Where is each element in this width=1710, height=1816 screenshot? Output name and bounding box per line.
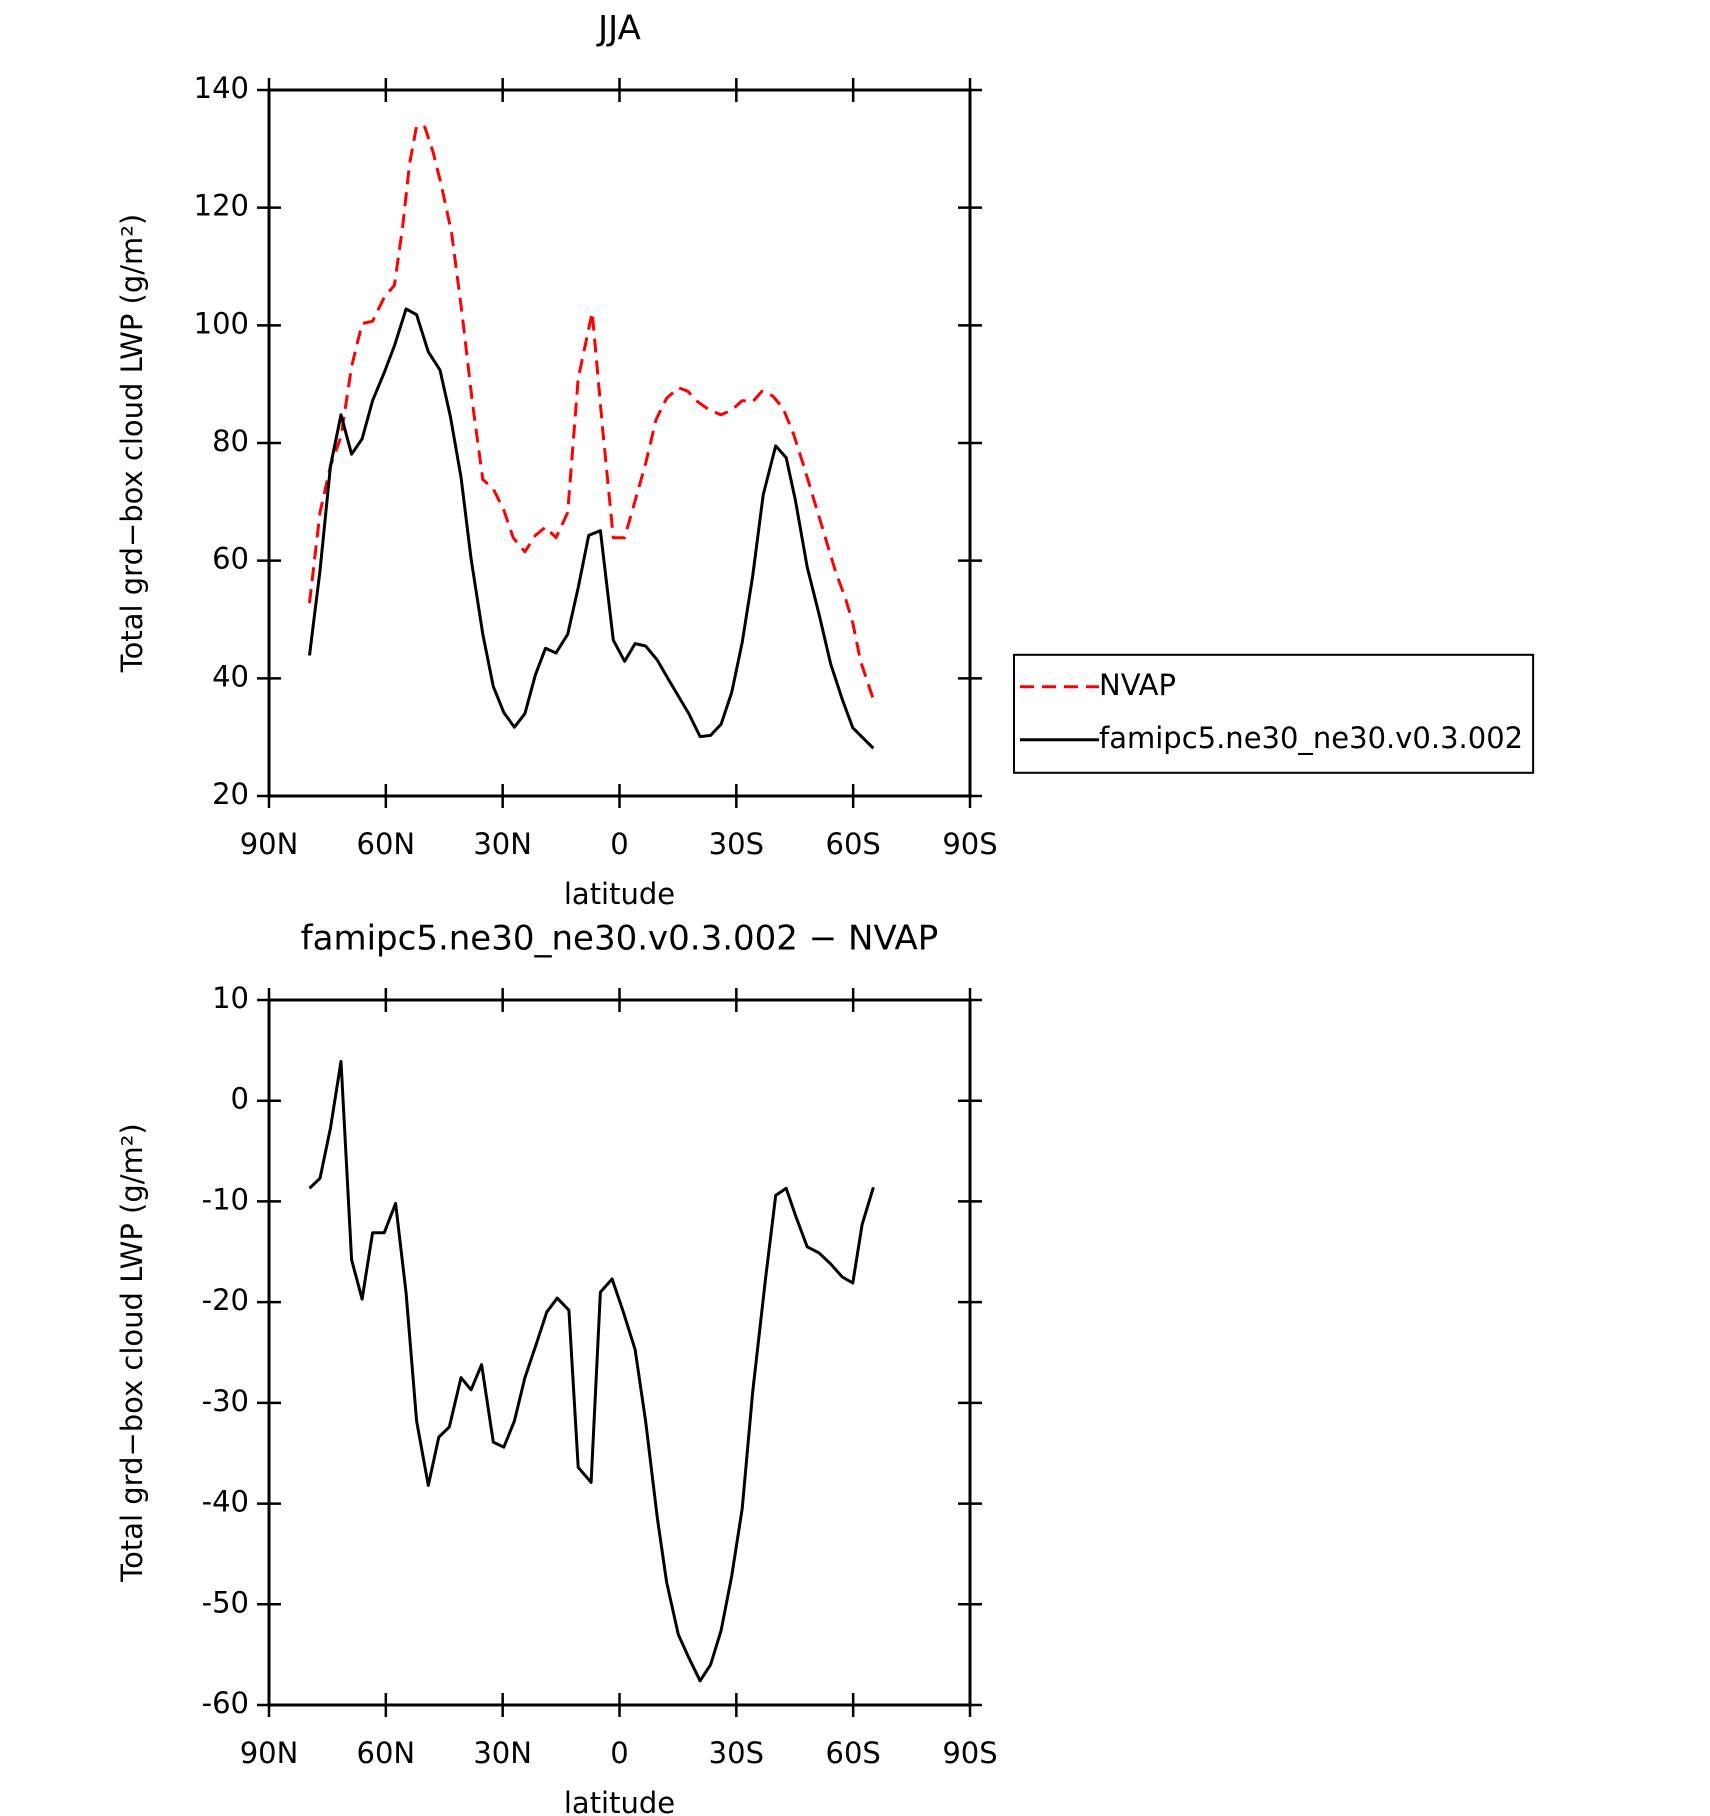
x-axis-label: latitude <box>564 877 675 911</box>
data-line <box>308 124 875 700</box>
legend-box <box>1013 653 1535 774</box>
y-tick-label: 120 <box>194 189 249 223</box>
y-tick-label: 80 <box>212 424 249 458</box>
x-tick-label: 90S <box>942 1736 997 1770</box>
y-tick-label: -40 <box>202 1485 249 1519</box>
y-tick-label: -50 <box>202 1585 249 1619</box>
y-tick-label: 0 <box>231 1082 249 1116</box>
legend-label: NVAP <box>1099 668 1176 702</box>
y-tick-label: -60 <box>202 1686 249 1720</box>
x-tick-label: 60S <box>826 1736 881 1770</box>
y-tick-label: 100 <box>194 306 249 340</box>
y-axis-label: Total grd−box cloud LWP (g/m²) <box>115 1123 149 1582</box>
data-line <box>308 1059 875 1683</box>
y-tick-label: 20 <box>212 777 249 811</box>
x-tick-label: 60N <box>357 1736 416 1770</box>
data-line <box>308 307 875 750</box>
x-tick-label: 30S <box>709 827 764 861</box>
x-tick-label: 0 <box>610 1736 628 1770</box>
x-tick-label: 90S <box>942 827 997 861</box>
y-tick-label: 140 <box>194 71 249 105</box>
plot-frame <box>267 998 972 1707</box>
y-tick-label: 40 <box>212 659 249 693</box>
y-tick-label: 60 <box>212 542 249 576</box>
x-tick-label: 90N <box>240 1736 299 1770</box>
x-tick-label: 60N <box>357 827 416 861</box>
plot-frame <box>267 88 972 798</box>
x-axis-label: latitude <box>564 1786 675 1816</box>
legend: NVAP famipc5.ne30_ne30.v0.3.002 <box>1013 653 1535 774</box>
y-axis-label: Total grd−box cloud LWP (g/m²) <box>115 214 149 673</box>
chart-title: JJA <box>596 9 641 49</box>
x-tick-label: 30N <box>473 1736 532 1770</box>
legend-label: famipc5.ne30_ne30.v0.3.002 <box>1099 721 1523 755</box>
x-tick-label: 60S <box>826 827 881 861</box>
y-tick-label: 10 <box>212 981 249 1015</box>
chart-title: famipc5.ne30_ne30.v0.3.002 − NVAP <box>301 919 939 959</box>
x-tick-label: 30S <box>709 1736 764 1770</box>
y-tick-label: -20 <box>202 1283 249 1317</box>
x-tick-label: 0 <box>610 827 628 861</box>
y-tick-label: -10 <box>202 1182 249 1216</box>
x-tick-label: 30N <box>473 827 532 861</box>
y-tick-label: -30 <box>202 1384 249 1418</box>
x-tick-label: 90N <box>240 827 299 861</box>
